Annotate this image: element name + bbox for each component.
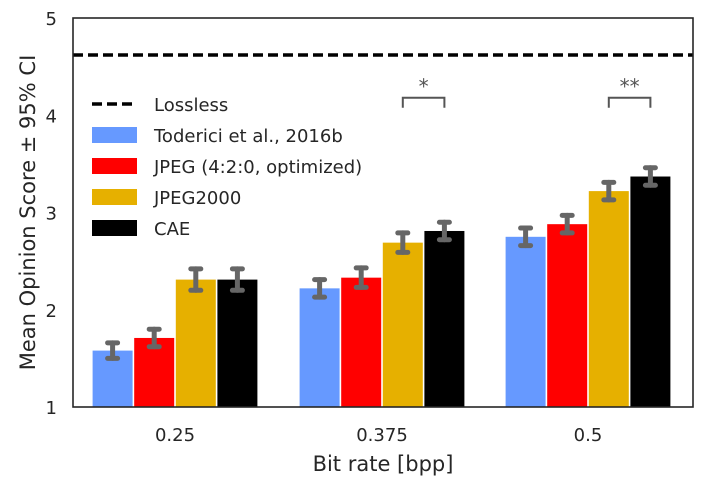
error-bar bbox=[436, 219, 452, 243]
error-bar bbox=[105, 340, 121, 361]
error-bar bbox=[559, 212, 575, 236]
x-tick-label: 0.25 bbox=[155, 425, 195, 446]
error-bar bbox=[518, 225, 534, 249]
bar-cae-0.25 bbox=[217, 279, 258, 407]
error-bar bbox=[312, 277, 328, 300]
legend-swatch bbox=[92, 220, 137, 236]
significance-label: * bbox=[419, 75, 429, 99]
significance-label: ** bbox=[620, 75, 640, 99]
y-tick-label: 3 bbox=[46, 204, 57, 225]
bracket-line bbox=[401, 96, 446, 108]
bar-jpeg-4-2-0-optimized--0.375 bbox=[341, 277, 382, 407]
legend-entry: Lossless bbox=[92, 95, 228, 116]
y-axis-ticks: 1 2 3 4 5 bbox=[46, 9, 57, 419]
bar-jpeg-4-2-0-optimized--0.5 bbox=[547, 224, 588, 407]
y-tick-label: 2 bbox=[46, 301, 57, 322]
bar-cae-0.5 bbox=[630, 176, 671, 407]
bar-cae-0.375 bbox=[424, 230, 465, 407]
bar-jpeg-4-2-0-optimized--0.25 bbox=[134, 337, 175, 407]
error-bar bbox=[353, 265, 369, 290]
significance-bracket: ** bbox=[607, 75, 652, 108]
error-bar bbox=[642, 165, 658, 188]
error-bars-layer bbox=[105, 165, 658, 361]
x-tick-label: 0.375 bbox=[356, 425, 408, 446]
bar-jpeg2000-0.25 bbox=[175, 279, 216, 407]
legend-entry: JPEG2000 bbox=[92, 188, 241, 209]
legend-label: Lossless bbox=[154, 95, 228, 116]
bar-jpeg2000-0.375 bbox=[382, 242, 423, 407]
bar-toderici-et-al-2016b-0.375 bbox=[299, 288, 340, 407]
legend-swatch bbox=[92, 127, 137, 143]
plot-frame bbox=[72, 17, 694, 408]
x-axis-title: Bit rate [bpp] bbox=[313, 452, 454, 476]
legend-label: CAE bbox=[154, 219, 190, 240]
legend-label: Toderici et al., 2016b bbox=[153, 126, 343, 147]
legend-entry: CAE bbox=[92, 219, 190, 240]
x-tick-label: 0.5 bbox=[574, 425, 603, 446]
legend-swatch bbox=[92, 189, 137, 205]
y-axis-title: Mean Opinion Score ± 95% CI bbox=[16, 55, 40, 371]
significance-layer: * ** bbox=[401, 75, 652, 108]
y-tick-label: 5 bbox=[46, 9, 57, 30]
legend-label: JPEG (4:2:0, optimized) bbox=[153, 157, 362, 178]
significance-bracket: * bbox=[401, 75, 446, 108]
legend-swatch bbox=[92, 158, 137, 174]
legend-entry: Toderici et al., 2016b bbox=[92, 126, 343, 147]
error-bar bbox=[601, 179, 617, 203]
legend: Lossless Toderici et al., 2016b JPEG (4:2:… bbox=[92, 95, 362, 240]
error-bar bbox=[229, 266, 245, 293]
error-bar bbox=[395, 230, 411, 255]
bracket-line bbox=[607, 96, 652, 108]
error-bar bbox=[146, 326, 162, 350]
legend-entry: JPEG (4:2:0, optimized) bbox=[92, 157, 362, 178]
bar-jpeg2000-0.5 bbox=[588, 191, 629, 407]
y-tick-label: 1 bbox=[46, 398, 57, 419]
y-tick-label: 4 bbox=[46, 106, 57, 127]
bars-layer bbox=[92, 176, 671, 407]
bar-toderici-et-al-2016b-0.5 bbox=[505, 236, 546, 407]
error-bar bbox=[188, 266, 204, 293]
legend-label: JPEG2000 bbox=[153, 188, 241, 209]
x-axis-ticks: 0.25 0.375 0.5 bbox=[155, 425, 602, 446]
